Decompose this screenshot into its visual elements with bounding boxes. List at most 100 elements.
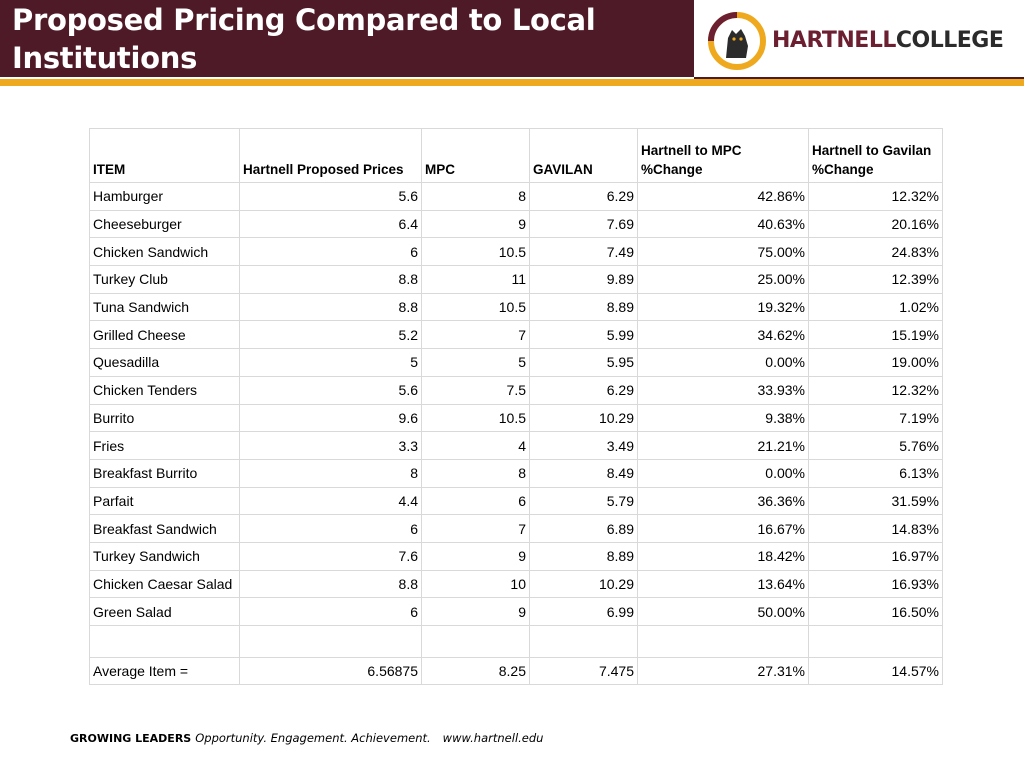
logo-word-primary: HARTNELL [772,28,896,53]
item-cell: Parfait [89,486,240,516]
value-cell: 16.93% [808,569,943,599]
footer-lead: GROWING LEADERS [70,732,192,745]
column-header: Hartnell to MPC %Change [637,128,809,183]
value-cell: 75.00% [637,237,809,267]
value-cell: 40.63% [637,209,809,239]
value-cell: 6.56875 [239,657,422,685]
value-cell: 10.29 [529,569,638,599]
column-header: GAVILAN [529,128,638,183]
value-cell: 5 [239,348,422,377]
value-cell: 5.95 [529,348,638,377]
value-cell: 4 [421,431,530,460]
value-cell: 7.49 [529,237,638,267]
item-cell: Quesadilla [89,348,240,377]
value-cell: 6.29 [529,375,638,405]
title-banner: Proposed Pricing Compared to Local Insti… [0,0,694,77]
footer-url: www.hartnell.edu [442,731,544,745]
value-cell: 8 [421,458,530,488]
value-cell: 50.00% [637,597,809,626]
table-row: Chicken Tenders 5.6 7.5 6.29 33.93% 12.32% [89,375,943,405]
value-cell: 10.5 [421,292,530,322]
item-cell: Breakfast Burrito [89,458,240,488]
table-row: Chicken Caesar Salad 8.8 10 10.29 13.64% 16.9… [89,569,943,599]
value-cell: 8.8 [239,569,422,599]
value-cell: 6 [239,597,422,626]
value-cell: 5.79 [529,486,638,516]
value-cell: 1.02% [808,292,943,322]
value-cell: 14.83% [808,514,943,543]
value-cell: 36.36% [637,486,809,516]
value-cell: 12.39% [808,265,943,294]
logo-wordmark: HARTNELLCOLLEGE [772,27,1004,55]
value-cell: 12.32% [808,182,943,211]
value-cell: 8.89 [529,292,638,322]
value-cell: 13.64% [637,569,809,599]
value-cell: 7 [421,320,530,350]
table-row: Chicken Sandwich 6 10.5 7.49 75.00% 24.83% [89,237,943,267]
table-row: Grilled Cheese 5.2 7 5.99 34.62% 15.19% [89,320,943,350]
value-cell: 0.00% [637,458,809,488]
table-row: Breakfast Sandwich 6 7 6.89 16.67% 14.83% [89,514,943,543]
table-row: Turkey Sandwich 7.6 9 8.89 18.42% 16.97% [89,541,943,571]
table-row: Parfait 4.4 6 5.79 36.36% 31.59% [89,486,943,516]
value-cell: 18.42% [637,541,809,571]
value-cell: 33.93% [637,375,809,405]
value-cell: 16.97% [808,541,943,571]
page-title: Proposed Pricing Compared to Local Insti… [12,3,596,75]
table-row: Fries 3.3 4 3.49 21.21% 5.76% [89,431,943,460]
column-header: MPC [421,128,530,183]
item-cell: Chicken Tenders [89,375,240,405]
logo-divider [694,77,1024,79]
table-row: Green Salad 6 9 6.99 50.00% 16.50% [89,597,943,626]
value-cell: 5 [421,348,530,377]
value-cell: 15.19% [808,320,943,350]
value-cell: 8.49 [529,458,638,488]
value-cell: 14.57% [808,657,943,685]
value-cell: 27.31% [637,657,809,685]
value-cell: 8 [421,182,530,211]
value-cell: 16.67% [637,514,809,543]
value-cell [421,625,530,658]
value-cell: 7.19% [808,403,943,433]
value-cell: 9 [421,541,530,571]
value-cell: 5.6 [239,182,422,211]
table-row: Cheeseburger 6.4 9 7.69 40.63% 20.16% [89,209,943,239]
value-cell: 10.5 [421,403,530,433]
value-cell: 6.89 [529,514,638,543]
value-cell: 9.38% [637,403,809,433]
value-cell: 8 [239,458,422,488]
table-row: Turkey Club 8.8 11 9.89 25.00% 12.39% [89,265,943,294]
value-cell [529,625,638,658]
value-cell: 16.50% [808,597,943,626]
table-row: Burrito 9.6 10.5 10.29 9.38% 7.19% [89,403,943,433]
value-cell: 9 [421,209,530,239]
item-cell: Turkey Sandwich [89,541,240,571]
value-cell: 8.25 [421,657,530,685]
average-row: Average Item = 6.56875 8.25 7.475 27.31% 14.5… [89,657,943,685]
spacer-row [89,625,943,658]
item-cell: Turkey Club [89,265,240,294]
value-cell: 10.5 [421,237,530,267]
value-cell: 7.69 [529,209,638,239]
value-cell: 19.32% [637,292,809,322]
value-cell: 4.4 [239,486,422,516]
value-cell: 5.6 [239,375,422,405]
value-cell: 19.00% [808,348,943,377]
value-cell: 42.86% [637,182,809,211]
value-cell: 0.00% [637,348,809,377]
value-cell: 6.29 [529,182,638,211]
value-cell [239,625,422,658]
item-cell [89,625,240,658]
value-cell: 10.29 [529,403,638,433]
value-cell: 6.99 [529,597,638,626]
value-cell: 3.49 [529,431,638,460]
value-cell: 5.99 [529,320,638,350]
column-header-label: Hartnell to MPC %Change [641,143,742,177]
value-cell: 34.62% [637,320,809,350]
item-cell: Burrito [89,403,240,433]
value-cell: 20.16% [808,209,943,239]
value-cell: 9.89 [529,265,638,294]
item-cell: Average Item = [89,657,240,685]
item-cell: Fries [89,431,240,460]
value-cell [808,625,943,658]
